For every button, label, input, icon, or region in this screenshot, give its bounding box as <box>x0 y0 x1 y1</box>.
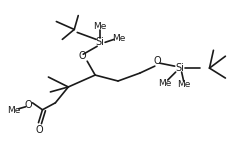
Text: O: O <box>78 51 86 61</box>
Text: Me: Me <box>112 34 126 43</box>
Text: Me: Me <box>158 80 171 88</box>
Text: Si: Si <box>96 37 105 47</box>
Text: O: O <box>154 56 162 66</box>
Text: O: O <box>36 125 43 135</box>
Text: Me: Me <box>93 22 107 31</box>
Text: Me: Me <box>177 81 190 89</box>
Text: O: O <box>25 100 32 110</box>
Text: Si: Si <box>175 63 184 73</box>
Text: Me: Me <box>7 106 20 115</box>
